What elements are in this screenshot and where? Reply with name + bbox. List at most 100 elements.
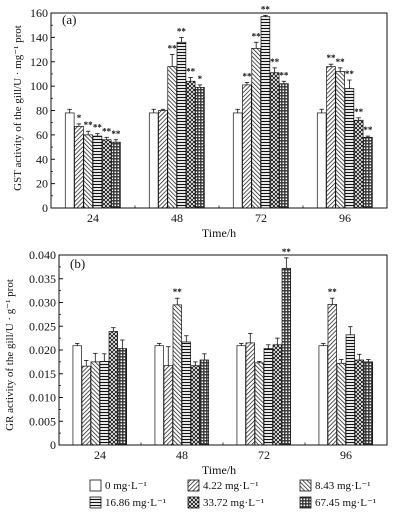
bar-a-s5-c3 <box>363 136 373 209</box>
significance-a-s3-c3: ** <box>345 69 355 79</box>
bar-b-s0-c0 <box>72 345 82 446</box>
y-tick-label-b-2: 0.010 <box>29 391 56 405</box>
bar-a-s2-c3 <box>335 71 345 209</box>
panel-b-label: (b) <box>70 256 85 271</box>
chart-panel-b: ** ** ** 0 0.005 0.010 0.015 0.020 0.025 0.030 0.… <box>4 247 388 477</box>
y-tick-label-b-6: 0.030 <box>29 296 56 310</box>
legend-label-1: 4.22 mg·L⁻¹ <box>203 480 259 492</box>
bar-a-s0-c1 <box>148 112 159 209</box>
bar-a-s1-c0 <box>74 125 84 209</box>
significance-a-s5-c2: ** <box>279 70 289 80</box>
significance-a-s3-c0: ** <box>93 123 103 133</box>
significance-a-s2-c1: ** <box>168 43 178 53</box>
legend-swatch-5 <box>299 496 312 509</box>
y-tick-label-b-4: 0.020 <box>29 343 56 357</box>
legend: 0 mg·L⁻¹ 4.22 mg·L⁻¹ 8.43 mg·L⁻¹ 16.86 mg·L… <box>89 479 376 509</box>
legend-swatch-2 <box>299 479 312 492</box>
bar-b-s4-c0 <box>108 331 118 446</box>
x-tick-label-a-3: 96 <box>339 211 351 225</box>
bar-b-s3-c0 <box>99 361 109 446</box>
y-tick-label-a-0: 0 <box>42 201 48 215</box>
significance-a-s1-c0: * <box>77 113 82 123</box>
bar-b-s4-c3 <box>354 359 364 446</box>
legend-label-2: 8.43 mg·L⁻¹ <box>315 480 371 492</box>
panel-b-x-axis-label: Time/h <box>202 463 236 477</box>
y-tick-label-a-1: 20 <box>36 177 48 191</box>
x-tick-label-b-2: 72 <box>258 448 270 462</box>
bar-a-s5-c0 <box>111 141 121 209</box>
bar-b-s2-c3 <box>336 362 346 446</box>
bar-a-s3-c3 <box>344 88 355 209</box>
panel-a-xticks: 24 48 72 96 <box>87 204 351 225</box>
bar-a-s2-c2 <box>251 47 261 209</box>
legend-swatch-0 <box>89 479 102 492</box>
significance-a-s1-c2: ** <box>242 71 252 81</box>
significance-a-s5-c1: * <box>198 74 203 84</box>
bar-b-s3-c1 <box>181 341 191 446</box>
legend-label-0: 0 mg·L⁻¹ <box>105 480 147 492</box>
legend-swatch-3 <box>89 496 102 509</box>
y-tick-label-b-1: 0.005 <box>29 414 56 428</box>
significance-a-s4-c1: ** <box>186 67 196 77</box>
legend-label-5: 67.45 mg·L⁻¹ <box>315 497 376 509</box>
bar-b-s5-c3 <box>363 361 374 446</box>
bar-b-s4-c2 <box>272 344 282 446</box>
significance-a-s3-c1: ** <box>177 26 187 36</box>
legend-swatch-1 <box>187 479 200 492</box>
bar-b-s1-c3 <box>327 304 337 446</box>
bar-a-s1-c3 <box>326 66 336 209</box>
significance-a-s2-c0: ** <box>84 120 94 130</box>
bar-a-s5-c1 <box>195 86 205 209</box>
significance-a-s4-c2: ** <box>270 57 280 67</box>
bar-b-s5-c0 <box>117 348 128 446</box>
significance-a-s5-c0: ** <box>111 129 121 139</box>
bar-b-s0-c2 <box>236 345 246 446</box>
bar-a-s2-c0 <box>83 134 93 209</box>
panel-b-bars: ** ** ** <box>72 247 374 446</box>
x-tick-label-b-0: 24 <box>94 448 106 462</box>
bar-b-s5-c2 <box>281 267 292 446</box>
significance-a-s1-c3: ** <box>326 53 336 63</box>
bar-b-s2-c1 <box>172 304 182 446</box>
y-tick-label-b-8: 0.040 <box>29 248 56 262</box>
panel-a-bars: ******************************** **** <box>64 4 373 209</box>
y-tick-label-b-3: 0.015 <box>29 367 56 381</box>
y-tick-label-a-7: 140 <box>30 30 48 44</box>
bar-a-s4-c2 <box>269 72 280 209</box>
bar-a-s1-c1 <box>158 110 168 209</box>
bar-b-s2-c0 <box>90 361 100 446</box>
bar-a-s5-c2 <box>279 83 289 209</box>
y-tick-label-a-4: 80 <box>36 104 48 118</box>
bar-a-s0-c0 <box>64 112 75 209</box>
bar-b-s0-c1 <box>154 345 164 446</box>
y-tick-label-b-5: 0.025 <box>29 319 56 333</box>
y-tick-label-b-0: 0 <box>50 438 56 452</box>
bar-b-s3-c2 <box>263 348 273 446</box>
panel-b-xticks: 24 48 72 96 <box>94 441 352 462</box>
panel-a-x-axis-label: Time/h <box>202 226 236 240</box>
significance-b-s2-c1: ** <box>173 287 183 297</box>
bar-b-s0-c3 <box>318 345 328 446</box>
panel-b-y-axis-label: GR activity of the gill/U · g⁻¹ prot <box>4 279 16 431</box>
chart-panel-a: ******************************** **** 020… <box>12 4 388 240</box>
bar-a-s4-c1 <box>185 80 196 209</box>
legend-label-3: 16.86 mg·L⁻¹ <box>105 497 166 509</box>
significance-a-s5-c3: ** <box>363 125 373 135</box>
bar-a-s3-c2 <box>260 16 271 209</box>
bar-a-s2-c1 <box>167 66 177 209</box>
significance-a-s4-c3: ** <box>354 107 364 117</box>
significance-b-s1-c3: ** <box>328 287 338 297</box>
panel-a-yticks: 0 20 40 60 80 100 120 140 160 <box>30 6 55 215</box>
significance-b-s5-c2: ** <box>282 247 292 257</box>
bar-a-s1-c2 <box>242 84 252 209</box>
bar-b-s1-c0 <box>81 365 91 446</box>
bar-a-s0-c3 <box>316 112 327 209</box>
x-tick-label-a-2: 72 <box>255 211 267 225</box>
legend-label-4: 33.72 mg·L⁻¹ <box>203 497 264 509</box>
bar-b-s1-c1 <box>163 365 173 446</box>
y-tick-label-a-8: 160 <box>30 6 48 20</box>
bar-b-s5-c1 <box>199 359 210 446</box>
y-tick-label-b-7: 0.035 <box>29 272 56 286</box>
x-tick-label-b-3: 96 <box>340 448 352 462</box>
